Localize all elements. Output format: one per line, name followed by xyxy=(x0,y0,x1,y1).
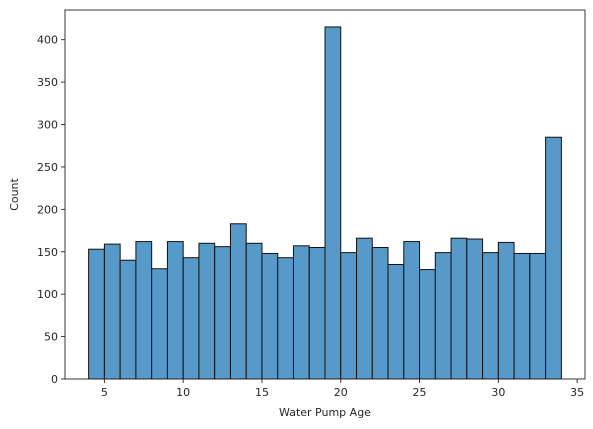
x-axis-label: Water Pump Age xyxy=(279,406,371,419)
y-tick-label: 250 xyxy=(37,161,58,174)
histogram-bar xyxy=(387,263,405,380)
histogram-bar xyxy=(356,237,373,380)
histogram-bar xyxy=(103,243,121,380)
histogram-bar xyxy=(292,245,310,380)
histogram-bar xyxy=(214,246,231,380)
bars-group xyxy=(88,26,562,380)
histogram-bar xyxy=(340,252,358,380)
y-tick-label: 150 xyxy=(37,246,58,259)
histogram-bar xyxy=(119,259,137,380)
histogram-bar xyxy=(482,252,499,380)
y-tick-label: 200 xyxy=(37,203,58,216)
histogram-bar xyxy=(466,238,484,380)
histogram-bar xyxy=(545,136,562,380)
plot-frame xyxy=(64,9,586,380)
histogram-bar xyxy=(182,257,200,380)
x-tick-label: 5 xyxy=(101,386,108,399)
y-tick-label: 0 xyxy=(51,373,58,386)
histogram-bar xyxy=(529,252,547,380)
x-tick-label: 35 xyxy=(570,386,584,399)
histogram-bar xyxy=(403,241,421,380)
y-axis-ticks: 0 50 100 150 200 250 300 350 400 xyxy=(37,34,65,386)
histogram-bar xyxy=(229,223,247,380)
x-axis-ticks: 5 10 15 20 25 30 35 xyxy=(101,379,584,399)
x-tick-label: 10 xyxy=(176,386,190,399)
x-tick-label: 20 xyxy=(334,386,348,399)
y-tick-label: 50 xyxy=(44,331,58,344)
y-tick-label: 100 xyxy=(37,288,58,301)
x-tick-label: 30 xyxy=(491,386,505,399)
histogram-bar xyxy=(198,242,216,380)
y-tick-label: 350 xyxy=(37,76,58,89)
histogram-bar xyxy=(308,247,326,380)
histogram-bar xyxy=(450,237,468,380)
histogram-bar xyxy=(324,26,342,380)
histogram-bar xyxy=(497,241,515,380)
histogram-bar xyxy=(135,241,153,380)
x-tick-label: 15 xyxy=(255,386,269,399)
histogram-bar xyxy=(245,242,263,380)
histogram-bar xyxy=(261,252,279,380)
histogram-bar xyxy=(88,248,105,380)
histogram-bar xyxy=(277,257,294,380)
y-axis-label: Count xyxy=(8,177,21,210)
histogram-bar xyxy=(419,269,436,380)
histogram-bar xyxy=(434,252,452,380)
y-tick-label: 400 xyxy=(37,34,58,47)
x-tick-label: 25 xyxy=(413,386,427,399)
histogram-bar xyxy=(151,268,168,380)
histogram-bar xyxy=(166,241,184,380)
y-tick-label: 300 xyxy=(37,119,58,132)
histogram-bar xyxy=(513,252,531,380)
histogram-bar xyxy=(371,247,389,380)
